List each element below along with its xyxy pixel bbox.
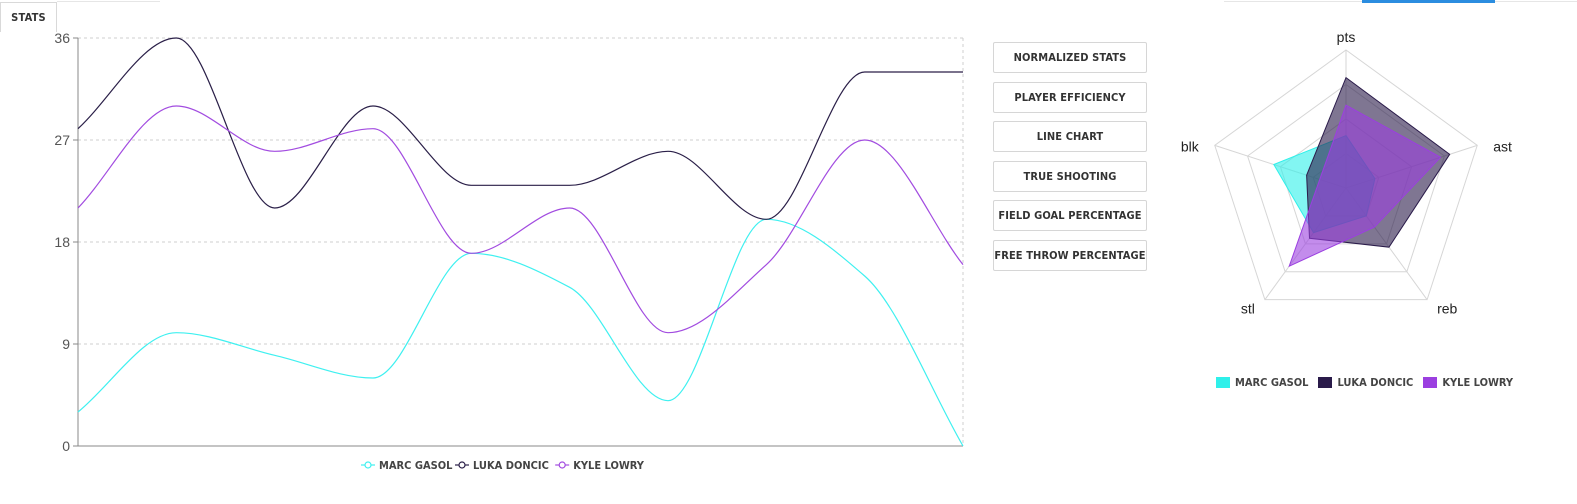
y-tick-label: 18 (54, 234, 70, 250)
legend-label: MARC GASOL (1235, 376, 1309, 389)
legend-label: KYLE LOWRY (573, 459, 645, 472)
series-line-luka-doncic (77, 37, 963, 220)
radar-grid-ring (1214, 49, 1478, 301)
legend-label: MARC GASOL (379, 459, 453, 472)
legend-swatch (1318, 377, 1333, 388)
tab-stats[interactable]: STATS (0, 2, 57, 32)
y-tick-label: 27 (54, 132, 70, 148)
legend-swatch (1423, 377, 1438, 388)
legend-item-luka-doncic[interactable]: LUKA DONCIC (455, 459, 549, 472)
line-chart-button[interactable]: LINE CHART (993, 121, 1147, 153)
true-shooting-button[interactable]: TRUE SHOOTING (993, 160, 1147, 192)
y-tick-label: 36 (54, 30, 70, 46)
legend-swatch (1216, 377, 1230, 388)
series-line-marc-gasol (77, 218, 964, 447)
legend-label: KYLE LOWRY (1442, 376, 1514, 389)
radar-axis-label-pts: pts (1337, 29, 1356, 45)
y-tick-label: 0 (62, 438, 70, 454)
legend-marker (458, 461, 466, 469)
legend-item-luka-doncic[interactable]: LUKA DONCIC (1318, 376, 1413, 389)
radar-legend: MARC GASOL LUKA DONCIC KYLE LOWRY (1216, 376, 1523, 389)
legend-item-kyle-lowry[interactable]: KYLE LOWRY (555, 459, 645, 472)
legend-item-marc-gasol[interactable]: MARC GASOL (1216, 376, 1308, 389)
series-line-kyle-lowry (77, 105, 964, 334)
legend-item-kyle-lowry[interactable]: KYLE LOWRY (1423, 376, 1513, 389)
y-tick-label: 9 (62, 336, 70, 352)
legend-marker (364, 461, 372, 469)
tab-bar-divider (57, 1, 160, 2)
legend-item-marc-gasol[interactable]: MARC GASOL (361, 459, 453, 472)
radar-area-kyle-lowry (1288, 104, 1442, 268)
legend-label: LUKA DONCIC (1337, 376, 1414, 389)
radar-axis-label-blk: blk (1181, 138, 1200, 154)
radar-axis-label-reb: reb (1437, 301, 1457, 317)
legend-label: LUKA DONCIC (473, 459, 549, 472)
normalized-stats-button[interactable]: NORMALIZED STATS (993, 42, 1147, 73)
line-chart: 0 9 18 27 36 MARC GASOL LUKA DONCIC KYLE LOWRY (54, 30, 964, 472)
field-goal-percentage-button[interactable]: FIELD GOAL PERCENTAGE (993, 200, 1147, 232)
radar-chart: pts ast reb stl blk (1181, 29, 1512, 317)
legend-marker (558, 461, 566, 469)
chart-type-buttons: NORMALIZED STATS PLAYER EFFICIENCY LINE … (993, 42, 1147, 280)
free-throw-percentage-button[interactable]: FREE THROW PERCENTAGE (993, 239, 1147, 271)
radar-axis-label-stl: stl (1241, 301, 1255, 317)
radar-axis-label-ast: ast (1493, 138, 1512, 154)
player-efficiency-button[interactable]: PLAYER EFFICIENCY (993, 81, 1147, 113)
active-tab-indicator (1362, 0, 1495, 3)
